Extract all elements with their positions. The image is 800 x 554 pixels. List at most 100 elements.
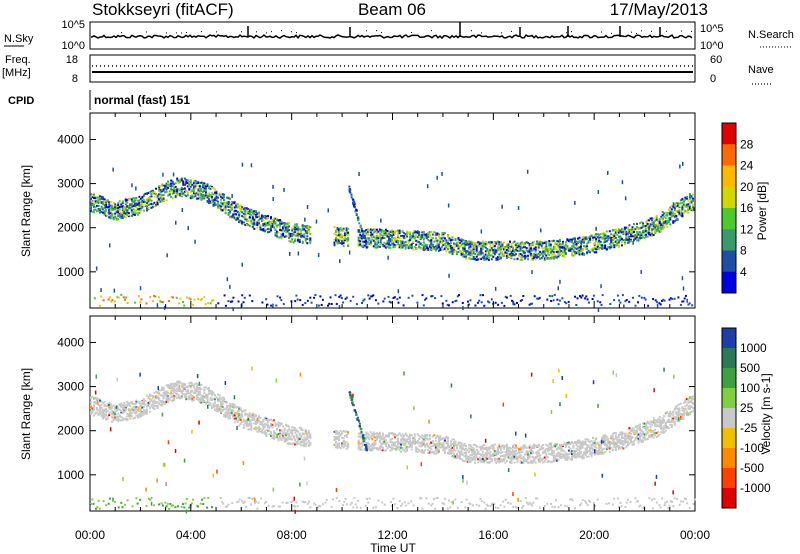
noise-point: [387, 255, 389, 260]
data-point: [306, 433, 309, 436]
data-point: [460, 251, 463, 254]
data-point: [637, 233, 640, 236]
data-point: [347, 244, 350, 247]
data-point: [336, 241, 339, 244]
data-point: [274, 436, 277, 439]
data-point: [271, 426, 274, 429]
data-point: [477, 258, 480, 261]
near-range-point: [458, 294, 460, 297]
data-point: [660, 228, 663, 231]
data-point: [139, 415, 142, 418]
nsearch-dot: [381, 32, 382, 34]
data-point: [189, 391, 192, 393]
data-point: [250, 419, 253, 422]
noise-point: [226, 277, 229, 282]
data-point: [596, 236, 599, 239]
data-point: [333, 226, 336, 229]
data-point: [186, 192, 189, 195]
near-range-point: [345, 296, 348, 299]
data-point: [165, 199, 168, 202]
data-point: [589, 235, 592, 238]
near-range-point: [679, 303, 682, 306]
noise-point: [339, 259, 341, 264]
data-point: [124, 417, 127, 420]
data-point: [203, 396, 206, 399]
data-point: [109, 404, 112, 407]
near-range-point: [251, 300, 254, 303]
data-point: [599, 240, 602, 243]
data-point: [398, 246, 401, 249]
data-point: [274, 217, 277, 220]
data-point: [592, 239, 595, 242]
data-point: [218, 396, 221, 399]
data-point: [437, 243, 440, 246]
data-point: [413, 245, 416, 248]
data-point: [142, 193, 145, 196]
data-point: [229, 204, 232, 207]
data-point: [132, 205, 135, 208]
data-point: [194, 382, 197, 385]
data-point: [424, 233, 427, 236]
data-point: [675, 214, 678, 217]
data-point: [173, 188, 176, 191]
data-point: [270, 435, 272, 437]
data-point: [498, 241, 501, 244]
data-point: [292, 426, 295, 429]
data-point: [692, 203, 694, 206]
data-point: [537, 256, 540, 259]
near-range-point: [551, 295, 554, 298]
data-point: [298, 426, 301, 429]
data-point: [159, 195, 162, 197]
data-point: [657, 220, 660, 223]
data-point: [282, 227, 285, 230]
data-point: [156, 201, 159, 204]
data-point: [655, 218, 658, 221]
data-point: [462, 251, 465, 254]
data-point: [291, 238, 294, 241]
data-point: [478, 252, 481, 255]
data-point: [676, 202, 679, 205]
data-point: [241, 420, 244, 423]
data-point: [448, 244, 451, 247]
data-point: [555, 243, 558, 246]
data-point: [288, 225, 291, 228]
data-point: [192, 188, 195, 191]
data-point: [630, 233, 632, 236]
data-point: [289, 442, 292, 445]
data-point: [416, 230, 419, 233]
data-point: [195, 390, 198, 393]
data-point: [259, 430, 262, 433]
data-point: [253, 417, 256, 420]
data-point: [115, 415, 118, 418]
data-point: [239, 204, 242, 207]
data-point: [430, 244, 433, 247]
data-point: [239, 423, 242, 425]
near-range-point: [574, 295, 576, 298]
data-point: [241, 415, 244, 418]
data-point: [666, 214, 669, 217]
near-range-point: [638, 294, 641, 297]
near-range-point: [479, 294, 482, 297]
data-point: [201, 181, 204, 184]
data-point: [94, 206, 97, 209]
data-point: [189, 195, 192, 198]
data-point: [247, 212, 250, 215]
data-point: [397, 236, 399, 239]
data-point: [338, 443, 340, 446]
data-point: [93, 209, 95, 211]
data-point: [108, 203, 111, 206]
data-point: [434, 234, 437, 237]
data-point: [300, 427, 303, 430]
data-point: [679, 202, 682, 205]
data-point: [505, 257, 508, 259]
data-point: [153, 205, 156, 208]
data-point: [115, 219, 118, 221]
data-point: [608, 246, 611, 249]
data-point: [130, 211, 133, 214]
data-point: [102, 408, 105, 411]
data-point: [580, 249, 582, 252]
data-point: [427, 234, 430, 237]
data-point: [118, 213, 121, 215]
data-point: [297, 235, 300, 238]
data-point: [251, 223, 254, 225]
